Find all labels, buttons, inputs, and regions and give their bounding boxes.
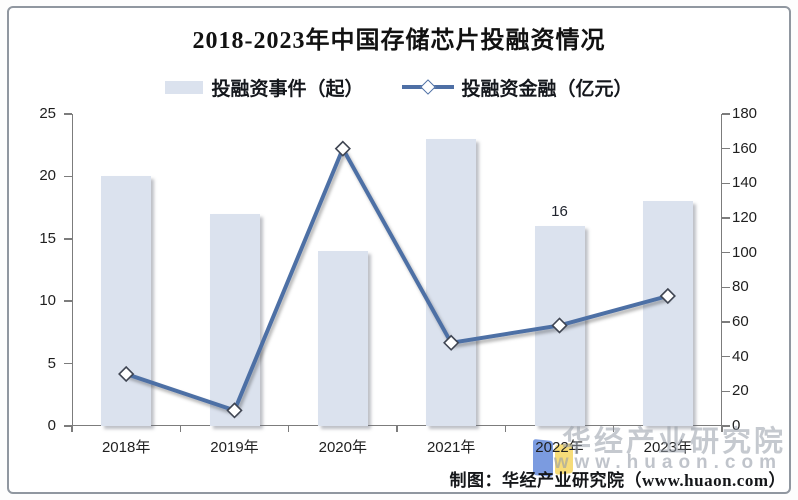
diamond-marker-2018年 [118,365,135,383]
right-axis-tick [722,147,730,150]
legend-bar-swatch [165,80,204,94]
left-axis-label: 25 [39,105,56,122]
legend-diamond-marker-icon [419,79,436,95]
left-axis-tick [64,362,72,365]
left-axis-tick [64,238,72,240]
right-axis-label: 140 [732,174,758,192]
bar-2019年 [209,213,260,426]
legend-label: 投融资事件（起） [211,78,364,100]
left-axis-label: 5 [47,354,56,372]
source-caption: 制图：华经产业研究院（www.huaon.com） [449,471,786,490]
left-axis-tick [64,175,72,178]
watermark-text: 华经产业研究院 [561,426,786,458]
left-axis-label: 10 [39,292,56,310]
legend-line-swatch [401,79,454,95]
left-axis-tick [64,425,72,427]
right-axis-tick [722,182,730,185]
legend-item: 投融资事件（起） [165,74,364,101]
diamond-marker-2020年 [334,140,351,157]
right-axis-label: 120 [732,209,758,226]
right-axis-label: 20 [732,382,749,400]
plot-area [72,114,722,426]
line-series-svg [118,140,676,419]
diamond-marker-2019年 [226,402,243,419]
left-axis-label: 0 [47,417,56,434]
x-axis-tick [287,426,290,432]
diamond-marker-2022年 [551,317,568,334]
right-axis-label: 0 [732,417,741,434]
data-label-2022年: 16 [551,203,568,221]
x-axis-tick [504,426,507,432]
right-axis-label: 60 [732,313,749,330]
right-axis-tick [722,425,730,427]
x-axis-label-2020年: 2020年 [318,439,367,456]
x-axis-tick [612,426,615,432]
x-axis-tick [721,426,723,432]
x-axis-tick [179,426,182,432]
right-axis-tick [722,321,730,323]
right-axis-tick [722,390,730,393]
line-series-path [125,144,669,413]
right-axis-tick [722,113,730,115]
right-axis-label: 100 [732,243,758,261]
x-axis-tick [71,426,73,432]
bar-2018年 [101,176,152,426]
bar-2023年 [642,201,693,426]
x-axis-tick [396,426,398,432]
x-axis-label-2018年: 2018年 [101,439,151,456]
left-axis-label: 15 [39,229,56,247]
bar-2021年 [426,138,477,426]
right-axis-label: 40 [732,347,749,365]
diamond-marker-2023年 [659,287,676,305]
right-axis-tick [722,286,730,289]
x-axis-label-2022年: 2022年 [535,439,584,456]
right-axis-label: 160 [732,139,758,157]
x-axis-label-2019年: 2019年 [210,439,259,456]
chart-legend: 投融资事件（起） 投融资金融（亿元） [0,74,798,100]
left-axis-tick [64,300,72,302]
diamond-marker-2021年 [443,334,460,351]
left-axis-tick [64,113,72,115]
bar-2020年 [317,251,368,426]
left-axis-label: 20 [39,167,56,185]
x-axis-label-2021年: 2021年 [426,439,476,456]
right-axis-label: 80 [732,278,749,296]
x-axis-label-2023年: 2023年 [643,439,692,456]
right-axis-tick [722,217,730,219]
right-axis-tick [722,251,730,254]
watermark-url: www.huaon.com [553,452,782,473]
chart-title: 2018-2023年中国存储芯片投融资情况 [192,28,606,54]
legend-item: 投融资金融（亿元） [401,74,633,101]
right-axis-tick [722,355,730,358]
right-axis-label: 180 [732,105,758,122]
legend-label: 投融资金融（亿元） [461,78,633,100]
